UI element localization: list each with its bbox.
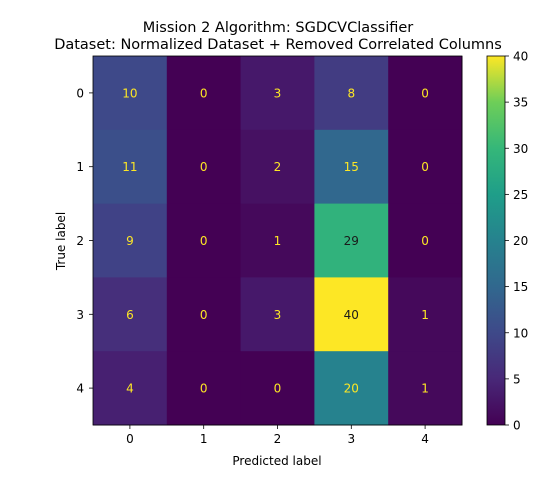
y-axis-ticks: 0 1 2 3 4 <box>76 86 93 396</box>
heatmap-cell <box>166 277 242 352</box>
heatmap-cell-labels: 10 0 3 8 011 0 2 15 09 0 1 29 06 0 3 40 14 0 0 20 1 <box>122 86 429 395</box>
cell-value-label: 40 <box>344 308 359 322</box>
cell-value-label: 1 <box>274 234 282 248</box>
cell-value-label: 15 <box>344 160 359 174</box>
cell-value-label: 6 <box>126 308 134 322</box>
cell-value-label: 0 <box>421 160 429 174</box>
heatmap-cell <box>388 351 463 426</box>
colorbar-tick-label: 5 <box>513 372 521 386</box>
colorbar-tick-label: 25 <box>513 188 528 202</box>
x-tick-label: 2 <box>274 432 282 446</box>
colorbar-tick-label: 15 <box>513 280 528 294</box>
heatmap-cell <box>314 129 389 205</box>
x-tick-label: 4 <box>421 432 429 446</box>
heatmap-cell <box>314 277 389 352</box>
cell-value-label: 0 <box>421 234 429 248</box>
heatmap-cell <box>166 56 242 131</box>
y-tick-label: 0 <box>76 86 84 100</box>
cell-value-label: 0 <box>200 160 208 174</box>
heatmap-cell <box>93 351 168 426</box>
colorbar-tick-label: 10 <box>513 326 528 340</box>
cell-value-label: 1 <box>421 308 429 322</box>
cell-value-label: 20 <box>344 382 359 396</box>
heatmap-cell <box>166 351 242 426</box>
cell-value-label: 0 <box>200 86 208 100</box>
y-tick-label: 1 <box>76 160 84 174</box>
cell-value-label: 3 <box>274 308 282 322</box>
colorbar-ticks: 0 5 10 15 20 25 30 35 40 <box>505 50 528 433</box>
cell-value-label: 1 <box>421 382 429 396</box>
cell-value-label: 8 <box>347 86 355 100</box>
heatmap-cell <box>388 129 463 205</box>
colorbar-tick-label: 35 <box>513 96 528 110</box>
heatmap-cell <box>166 203 242 278</box>
heatmap-cell <box>93 56 168 131</box>
cell-value-label: 9 <box>126 234 134 248</box>
cell-value-label: 3 <box>274 86 282 100</box>
heatmap-cell <box>314 56 389 131</box>
heatmap-cell <box>388 203 463 278</box>
x-tick-label: 0 <box>126 432 134 446</box>
heatmap-cells <box>93 56 463 426</box>
cell-value-label: 11 <box>122 160 137 174</box>
colorbar-tick-label: 20 <box>513 234 528 248</box>
heatmap-cell <box>314 203 389 278</box>
y-axis-label: True label <box>54 212 68 271</box>
cell-value-label: 4 <box>126 382 134 396</box>
chart-title: Mission 2 Algorithm: SGDCVClassifier <box>143 20 414 36</box>
colorbar-tick-label: 0 <box>513 419 521 433</box>
plot-frame <box>92 55 463 426</box>
heatmap-cell <box>240 56 315 131</box>
x-tick-label: 1 <box>200 432 208 446</box>
heatmap-cell <box>240 351 315 426</box>
y-tick-label: 3 <box>76 308 84 322</box>
x-axis-label: Predicted label <box>232 454 321 468</box>
cell-value-label: 0 <box>274 382 282 396</box>
colorbar-tick-label: 40 <box>513 50 528 64</box>
y-tick-label: 2 <box>76 234 84 248</box>
cell-value-label: 10 <box>122 86 137 100</box>
heatmap-cell <box>240 277 315 352</box>
heatmap-cell <box>240 129 315 205</box>
heatmap-cell <box>240 203 315 278</box>
cell-value-label: 2 <box>274 160 282 174</box>
cell-value-label: 0 <box>200 308 208 322</box>
cell-value-label: 0 <box>200 382 208 396</box>
heatmap-cell <box>93 277 168 352</box>
colorbar-tick-label: 30 <box>513 142 528 156</box>
heatmap-cell <box>314 351 389 426</box>
chart-subtitle: Dataset: Normalized Dataset + Removed Co… <box>54 37 502 53</box>
cell-value-label: 29 <box>344 234 359 248</box>
heatmap-cell <box>388 56 463 131</box>
heatmap-cell <box>166 129 242 205</box>
cell-value-label: 0 <box>421 86 429 100</box>
colorbar <box>486 55 506 426</box>
heatmap-cell <box>388 277 463 352</box>
x-axis-ticks: 0 1 2 3 4 <box>126 425 429 446</box>
x-tick-label: 3 <box>347 432 355 446</box>
cell-value-label: 0 <box>200 234 208 248</box>
y-tick-label: 4 <box>76 382 84 396</box>
heatmap-cell <box>93 203 168 278</box>
heatmap-cell <box>93 129 168 205</box>
